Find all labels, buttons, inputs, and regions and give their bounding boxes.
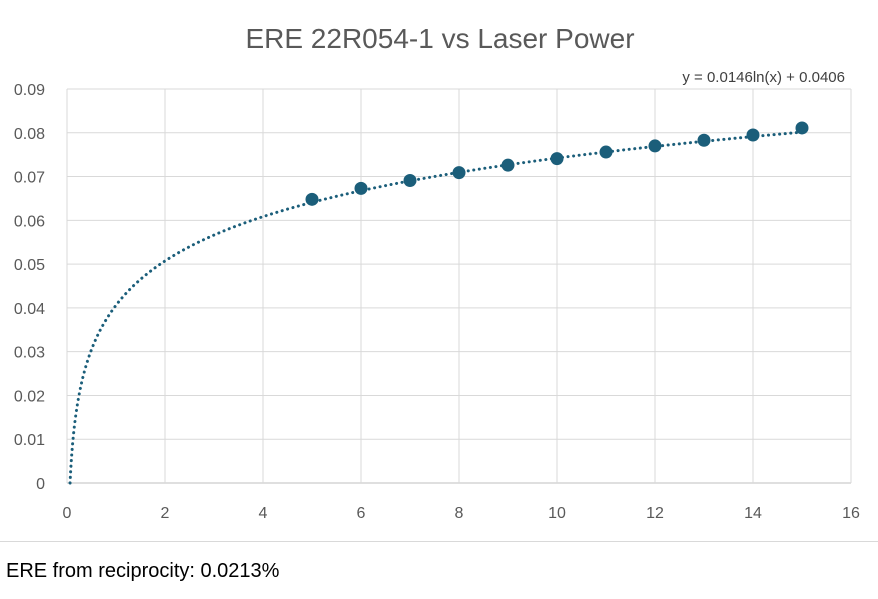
y-tick-label: 0 [36, 476, 45, 493]
y-tick-label: 0.03 [14, 345, 45, 362]
axis-ticks: 0 0.01 0.02 0.03 0.04 0.05 0.06 0.07 0.08 0.09 0 2 4… [14, 82, 860, 522]
grid [66, 88, 852, 484]
x-tick-label: 0 [63, 505, 72, 522]
trendline-layer [68, 130, 804, 485]
x-tick-label: 4 [259, 505, 268, 522]
x-tick-label: 16 [842, 505, 860, 522]
x-tick-label: 8 [455, 505, 464, 522]
data-point [795, 121, 809, 135]
data-point [550, 152, 564, 166]
x-tick-label: 10 [548, 505, 566, 522]
y-tick-label: 0.09 [14, 82, 45, 99]
reciprocity-note: ERE from reciprocity: 0.0213% [6, 560, 280, 582]
trendline [68, 130, 804, 485]
chart-area: ERE 22R054-1 vs Laser Power 0 0.01 0.02 0.0… [14, 23, 860, 522]
x-tick-label: 6 [357, 505, 366, 522]
x-tick-label: 14 [744, 505, 762, 522]
y-tick-label: 0.04 [14, 301, 45, 318]
data-point [746, 128, 760, 142]
y-tick-label: 0.08 [14, 126, 45, 143]
y-tick-label: 0.07 [14, 170, 45, 187]
ere-chart: ERE 22R054-1 vs Laser Power 0 0.01 0.02 0.0… [14, 23, 860, 522]
data-point [501, 158, 515, 172]
x-tick-label: 2 [161, 505, 170, 522]
data-points [305, 121, 809, 206]
y-tick-label: 0.01 [14, 432, 45, 449]
data-point [452, 166, 466, 180]
y-tick-label: 0.02 [14, 388, 45, 405]
y-tick-label: 0.05 [14, 257, 45, 274]
x-tick-label: 12 [646, 505, 664, 522]
y-tick-label: 0.06 [14, 213, 45, 230]
data-point [305, 192, 319, 206]
data-point [403, 173, 417, 187]
chart-title: ERE 22R054-1 vs Laser Power [245, 23, 634, 54]
data-point [354, 181, 368, 195]
divider [0, 541, 878, 542]
data-point [697, 133, 711, 147]
data-point [648, 139, 662, 153]
trendline-equation: y = 0.0146ln(x) + 0.0406 [682, 69, 845, 86]
data-point [599, 145, 613, 159]
